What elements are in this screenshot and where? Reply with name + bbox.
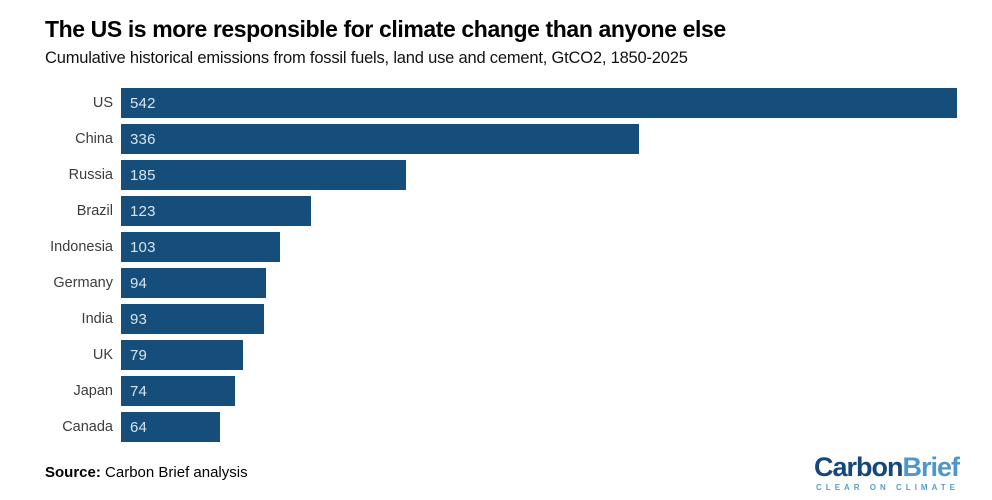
bar: 94: [121, 268, 266, 299]
bar: 123: [121, 196, 311, 227]
value-label: 123: [130, 202, 156, 220]
bar-row: Germany 94: [45, 268, 957, 299]
bar: 79: [121, 340, 243, 371]
bar-row: UK 79: [45, 340, 957, 371]
category-label: Canada: [62, 419, 113, 436]
bar: 103: [121, 232, 280, 263]
bar-track: 74: [121, 376, 957, 407]
bar-track: 94: [121, 268, 957, 299]
source-text: Carbon Brief analysis: [100, 464, 248, 482]
bar-chart: US 542 China 336 Russia 185 Brazil 123 Indonesia…: [45, 88, 957, 443]
category-label: Indonesia: [50, 239, 113, 256]
category-label: UK: [92, 347, 113, 364]
bar: 185: [121, 160, 407, 191]
bar-track: 542: [121, 88, 957, 119]
value-label: 103: [130, 238, 156, 256]
bar: 542: [121, 88, 957, 119]
value-label: 79: [130, 346, 148, 364]
value-label: 74: [130, 382, 148, 400]
value-label: 93: [130, 310, 148, 328]
bar: 336: [121, 124, 640, 155]
value-label: 64: [130, 418, 148, 436]
logo-wordmark: CarbonBrief: [813, 452, 960, 483]
value-label: 542: [130, 94, 156, 112]
value-label: 94: [130, 274, 148, 292]
category-label: India: [81, 311, 113, 328]
bar: 74: [121, 376, 236, 407]
bar-track: 185: [121, 160, 957, 191]
bar-row: India 93: [45, 304, 957, 335]
bar: 64: [121, 412, 220, 443]
bar-row: Brazil 123: [45, 196, 957, 227]
category-label: US: [92, 95, 113, 112]
source-label: Source:: [45, 464, 101, 482]
bar-row: US 542: [45, 88, 957, 119]
category-label: Japan: [73, 383, 113, 400]
bar: 93: [121, 304, 265, 335]
category-label: China: [75, 131, 113, 148]
chart-header: The US is more responsible for climate c…: [0, 0, 992, 69]
logo-tagline: CLEAR ON CLIMATE: [816, 483, 959, 493]
bar-row: Japan 74: [45, 376, 957, 407]
bar-track: 123: [121, 196, 957, 227]
bar-track: 93: [121, 304, 957, 335]
source-note: Source: Carbon Brief analysis: [45, 454, 248, 481]
category-label: Brazil: [76, 203, 113, 220]
category-label: Russia: [68, 167, 113, 184]
bar-row: China 336: [45, 124, 957, 155]
logo-brief: Brief: [902, 452, 960, 483]
chart-title: The US is more responsible for climate c…: [45, 16, 726, 42]
chart-footer: Source: Carbon Brief analysis CarbonBrie…: [45, 452, 960, 493]
value-label: 336: [130, 130, 156, 148]
bar-row: Russia 185: [45, 160, 957, 191]
chart-subtitle: Cumulative historical emissions from fos…: [45, 49, 688, 68]
logo-carbon: Carbon: [813, 452, 903, 483]
category-label: Germany: [53, 275, 113, 292]
bar-row: Indonesia 103: [45, 232, 957, 263]
bar-track: 79: [121, 340, 957, 371]
bar-track: 64: [121, 412, 957, 443]
bar-track: 336: [121, 124, 957, 155]
bar-track: 103: [121, 232, 957, 263]
carbonbrief-logo: CarbonBrief CLEAR ON CLIMATE: [813, 452, 960, 493]
bar-row: Canada 64: [45, 412, 957, 443]
value-label: 185: [130, 166, 156, 184]
